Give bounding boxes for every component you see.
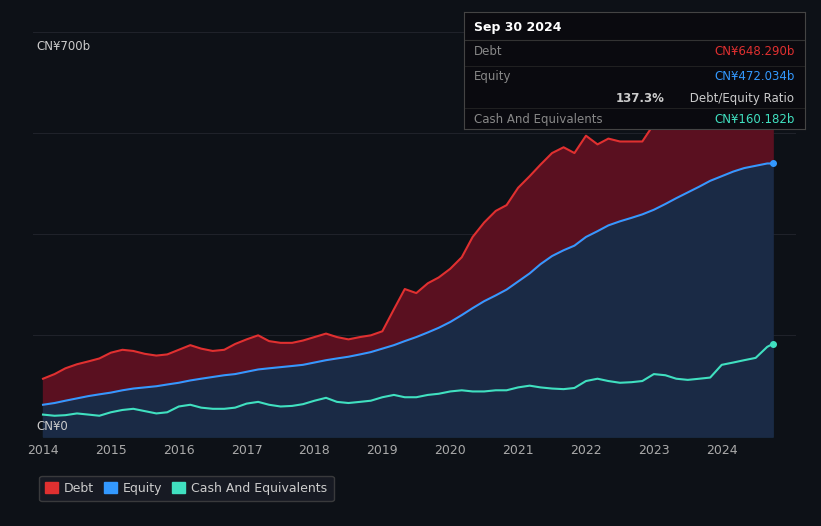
Text: CN¥700b: CN¥700b [37, 39, 91, 53]
Text: CN¥160.182b: CN¥160.182b [714, 113, 795, 126]
Text: CN¥648.290b: CN¥648.290b [714, 45, 795, 58]
Text: Sep 30 2024: Sep 30 2024 [474, 22, 562, 34]
Text: Debt: Debt [474, 45, 502, 58]
Text: Cash And Equivalents: Cash And Equivalents [474, 113, 603, 126]
Text: 137.3%: 137.3% [616, 92, 665, 105]
Text: Debt/Equity Ratio: Debt/Equity Ratio [686, 92, 795, 105]
Text: CN¥0: CN¥0 [37, 420, 68, 432]
Text: Equity: Equity [474, 70, 511, 84]
Legend: Debt, Equity, Cash And Equivalents: Debt, Equity, Cash And Equivalents [39, 476, 333, 501]
Text: CN¥472.034b: CN¥472.034b [714, 70, 795, 84]
